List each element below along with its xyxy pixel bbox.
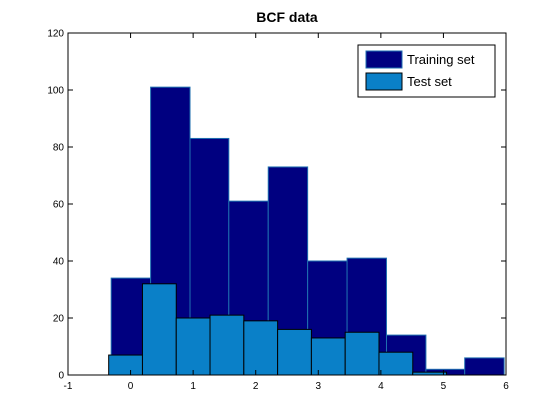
test-bar-8 bbox=[378, 351, 414, 376]
test-bar-6 bbox=[310, 337, 346, 376]
y-tick-label: 80 bbox=[53, 143, 65, 154]
test-bar-2 bbox=[175, 317, 211, 376]
test-bar-3 bbox=[209, 314, 245, 376]
histogram-bars bbox=[108, 86, 505, 376]
x-tick-label: 5 bbox=[441, 381, 447, 392]
y-tick-label: 40 bbox=[53, 257, 65, 268]
test-bar-5 bbox=[277, 328, 312, 376]
legend-swatch-test bbox=[365, 72, 403, 91]
y-tick-label: 0 bbox=[58, 371, 64, 382]
x-tick-label: 4 bbox=[378, 381, 384, 392]
test-bar-4 bbox=[243, 320, 279, 376]
legend-label-test: Test set bbox=[407, 74, 452, 89]
x-tick-label: 3 bbox=[316, 381, 322, 392]
legend-label-training: Training set bbox=[407, 52, 475, 67]
test-bar-1 bbox=[141, 283, 177, 376]
x-tick-label: 1 bbox=[190, 381, 196, 392]
x-tick-label: 6 bbox=[503, 381, 509, 392]
training-bar-9 bbox=[464, 357, 505, 376]
y-tick-label: 20 bbox=[53, 314, 65, 325]
chart-title: BCF data bbox=[256, 9, 318, 25]
test-bar-7 bbox=[344, 331, 380, 376]
legend: Training set Test set bbox=[357, 44, 496, 98]
x-tick-label: -1 bbox=[64, 381, 73, 392]
y-tick-label: 100 bbox=[47, 86, 64, 97]
series-test-bars bbox=[108, 283, 448, 376]
test-bar-0 bbox=[108, 354, 143, 376]
x-tick-label: 2 bbox=[253, 381, 259, 392]
y-tick-label: 120 bbox=[47, 29, 64, 40]
legend-swatch-training bbox=[365, 50, 403, 69]
y-tick-label: 60 bbox=[53, 200, 65, 211]
x-tick-label: 0 bbox=[128, 381, 134, 392]
